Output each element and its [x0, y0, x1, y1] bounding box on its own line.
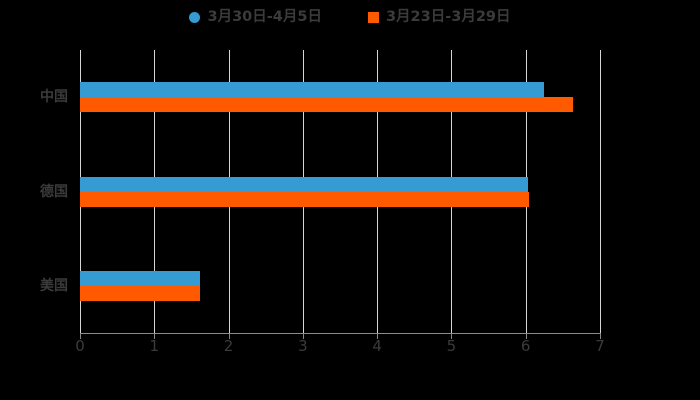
- x-axis-tick-1: [154, 334, 156, 339]
- legend-circle-marker-icon: [189, 11, 201, 23]
- bar-德国-series-1[interactable]: [80, 191, 529, 207]
- x-axis-tick-label-0: 0: [75, 337, 85, 355]
- legend-label-series-0: 3月30日-4月5日: [207, 8, 322, 25]
- x-axis-tick-5: [451, 334, 453, 339]
- chart-legend: 3月30日-4月5日 3月23日-3月29日: [0, 0, 700, 34]
- x-axis-tick-2: [228, 334, 230, 339]
- y-axis-category-label-1: 德国: [40, 183, 68, 200]
- x-axis-tick-label-5: 5: [446, 337, 457, 355]
- legend-item-series-0[interactable]: 3月30日-4月5日: [189, 8, 322, 25]
- bar-美国-series-1[interactable]: [80, 285, 201, 301]
- bar-美国-series-0[interactable]: [80, 270, 201, 286]
- y-axis-category-label-0: 中国: [40, 89, 68, 106]
- gridline-x-7: [600, 50, 601, 333]
- x-axis-tick-label-4: 4: [372, 337, 382, 355]
- bar-中国-series-0[interactable]: [80, 82, 544, 98]
- x-axis-tick-4: [377, 334, 379, 339]
- x-axis-tick-label-2: 2: [223, 337, 234, 355]
- x-axis-tick-label-1: 1: [149, 337, 160, 355]
- plot-area: [80, 50, 601, 333]
- bar-中国-series-1[interactable]: [80, 97, 573, 113]
- x-axis-tick-0: [80, 334, 81, 339]
- x-axis-tick-label-6: 6: [520, 337, 531, 355]
- legend-square-marker-icon: [367, 11, 379, 23]
- y-axis-category-label-2: 美国: [40, 277, 68, 294]
- x-axis-tick-label-7: 7: [595, 337, 605, 355]
- legend-label-series-1: 3月23日-3月29日: [385, 8, 511, 25]
- legend-item-series-1[interactable]: 3月23日-3月29日: [367, 8, 511, 25]
- x-axis-line: [80, 333, 601, 334]
- bar-德国-series-0[interactable]: [80, 176, 528, 192]
- x-axis-tick-6: [525, 334, 527, 339]
- x-axis-tick-3: [302, 334, 304, 339]
- x-axis-tick-7: [600, 334, 601, 339]
- x-axis-tick-label-3: 3: [298, 337, 308, 355]
